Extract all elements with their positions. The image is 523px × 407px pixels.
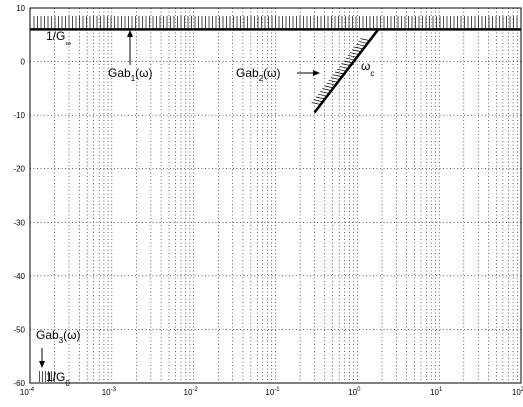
annotation-gab2: Gab2(ω): [236, 66, 281, 83]
hatch-mark-diagonal: [313, 99, 323, 103]
grid: [30, 8, 521, 383]
hatch-mark-diagonal: [339, 66, 349, 69]
annotation-gab1: Gab1(ω): [108, 66, 153, 83]
hatch-mark-diagonal: [341, 63, 351, 66]
hatch-mark-diagonal: [337, 68, 347, 72]
plot-frame: [29, 7, 522, 384]
hatch-mark-diagonal: [311, 102, 321, 105]
x-tick-label: 10-4: [20, 387, 35, 397]
hatch-mark-diagonal: [334, 71, 345, 75]
annotation-omega-c: ωc: [361, 59, 374, 78]
hatch-marks: [33, 16, 518, 382]
hatch-mark-diagonal: [317, 93, 328, 97]
hatch-mark-diagonal: [347, 54, 357, 58]
annotation-gab3: Gab3(ω): [36, 328, 81, 345]
x-tick-label: 10-2: [184, 387, 199, 397]
series-lines: [30, 28, 521, 114]
hatch-mark-diagonal: [345, 57, 355, 61]
hatch-mark-diagonal: [356, 43, 366, 47]
y-tick-label: -50: [13, 325, 25, 334]
y-tick-label: -60: [13, 379, 25, 388]
x-tick-label: 10-1: [265, 387, 280, 397]
hatch-mark-diagonal: [328, 79, 338, 83]
series-line-2: [313, 28, 380, 114]
hatch-mark-diagonal: [358, 41, 368, 44]
hatch-mark-diagonal: [322, 88, 332, 91]
hatch-mark-diagonal: [326, 82, 336, 86]
hatch-mark-diagonal: [320, 91, 330, 94]
y-tick-label: 10: [16, 4, 25, 13]
hatch-mark-diagonal: [343, 60, 353, 64]
x-tick-label: 101: [430, 387, 443, 397]
hatch-mark-diagonal: [324, 85, 334, 89]
annotation-g0: 1/G0: [46, 370, 70, 388]
x-tick-label: 100: [348, 387, 361, 397]
x-tick-label: 102: [512, 387, 523, 397]
hatch-mark-diagonal: [330, 77, 340, 80]
y-tick-label: -40: [13, 272, 25, 281]
y-tick-label: -20: [13, 165, 25, 174]
hatch-mark-diagonal: [352, 49, 362, 53]
annotation-g-inf: 1/G∞: [46, 29, 71, 48]
arrow-gab3: [39, 348, 45, 368]
arrow-gab1: [127, 30, 133, 65]
arrow-gab2: [297, 70, 320, 76]
hatch-mark-diagonal: [360, 38, 370, 41]
hatch-mark-diagonal: [315, 96, 325, 100]
hatch-mark-diagonal: [349, 52, 360, 55]
y-tick-label: -10: [13, 111, 25, 120]
hatch-mark-diagonal: [332, 74, 343, 78]
y-tick-label: -30: [13, 218, 25, 227]
y-tick-label: 0: [21, 58, 26, 67]
hatch-mark-diagonal: [354, 46, 364, 50]
x-tick-label: 10-3: [102, 387, 117, 397]
